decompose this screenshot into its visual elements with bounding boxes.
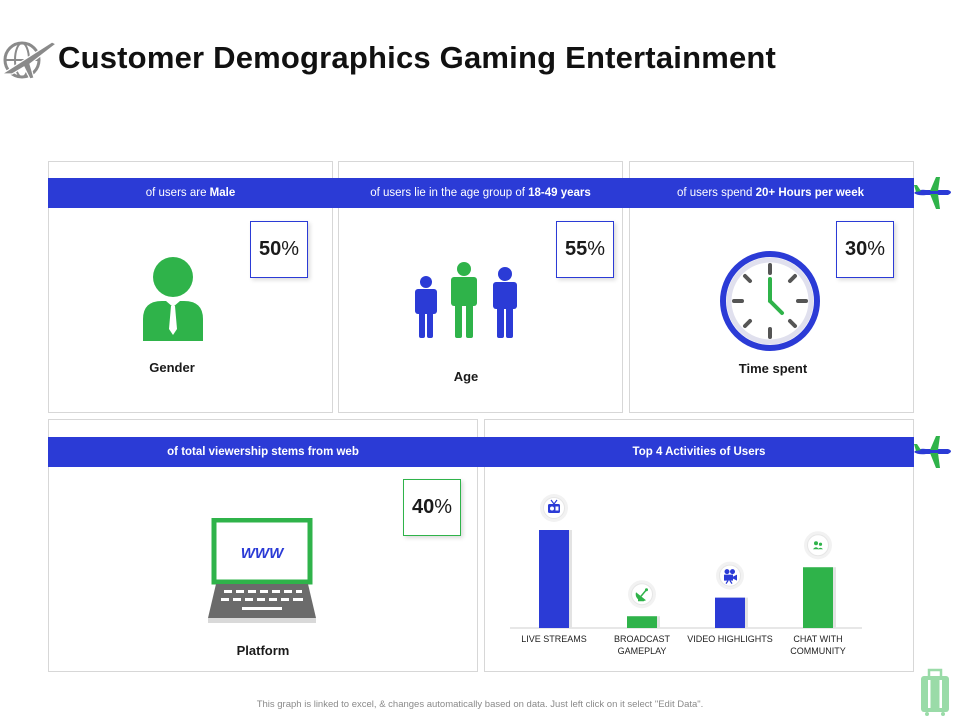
category-label: COMMUNITY [790, 646, 846, 656]
bar-video-highlights [715, 597, 745, 628]
category-label: BROADCAST [614, 634, 671, 644]
category-label: VIDEO HIGHLIGHTS [687, 634, 773, 644]
gender-percent: 50% [250, 221, 308, 278]
gender-caption: of users are Male [145, 187, 236, 199]
time-percent: 30% [836, 221, 894, 278]
platform-caption: of total viewership stems from web [167, 446, 359, 458]
airplane-icon-2 [914, 436, 951, 468]
video-camera-icon [716, 561, 744, 590]
time-caption: of users spend 20+ Hours per week [677, 187, 864, 199]
airplane-icon [914, 177, 951, 209]
age-caption: of users lie in the age group of 18-49 y… [370, 187, 591, 199]
bar-broadcast-gameplay [627, 616, 657, 628]
laptop-www-icon: WWW [208, 518, 316, 623]
age-percent: 55% [556, 221, 614, 278]
people-group-icon [415, 262, 517, 338]
bar-chat-with-community [803, 567, 833, 628]
bottom-caption-band: of total viewership stems from web Top 4… [48, 437, 914, 467]
platform-label: Platform [236, 643, 290, 658]
satellite-dish-icon [628, 580, 656, 609]
category-label: CHAT WITH [793, 634, 842, 644]
activities-caption: Top 4 Activities of Users [632, 446, 766, 458]
bar-live-streams [539, 530, 569, 628]
luggage-icon [921, 668, 949, 716]
gender-label: Gender [149, 360, 195, 375]
www-text: WWW [241, 545, 285, 562]
tv-icon [540, 494, 568, 522]
footnote: This graph is linked to excel, & changes… [256, 699, 704, 710]
globe-airplane-logo-icon [0, 41, 58, 80]
activities-bar-chart: LIVE STREAMS BROADCAST GAMEPLAY VIDEO HIGHL… [510, 494, 862, 656]
platform-percent: 40% [403, 479, 461, 536]
clock-icon [720, 251, 820, 351]
page-title: Customer Demographics Gaming Entertainme… [58, 40, 777, 75]
category-label: LIVE STREAMS [521, 634, 587, 644]
time-label: Time spent [738, 361, 808, 376]
category-label: GAMEPLAY [618, 646, 667, 656]
chat-users-icon [804, 531, 832, 560]
top-caption-band: of users are Male of users lie in the ag… [48, 178, 914, 208]
age-label: Age [453, 369, 479, 384]
businessman-icon [143, 257, 203, 341]
